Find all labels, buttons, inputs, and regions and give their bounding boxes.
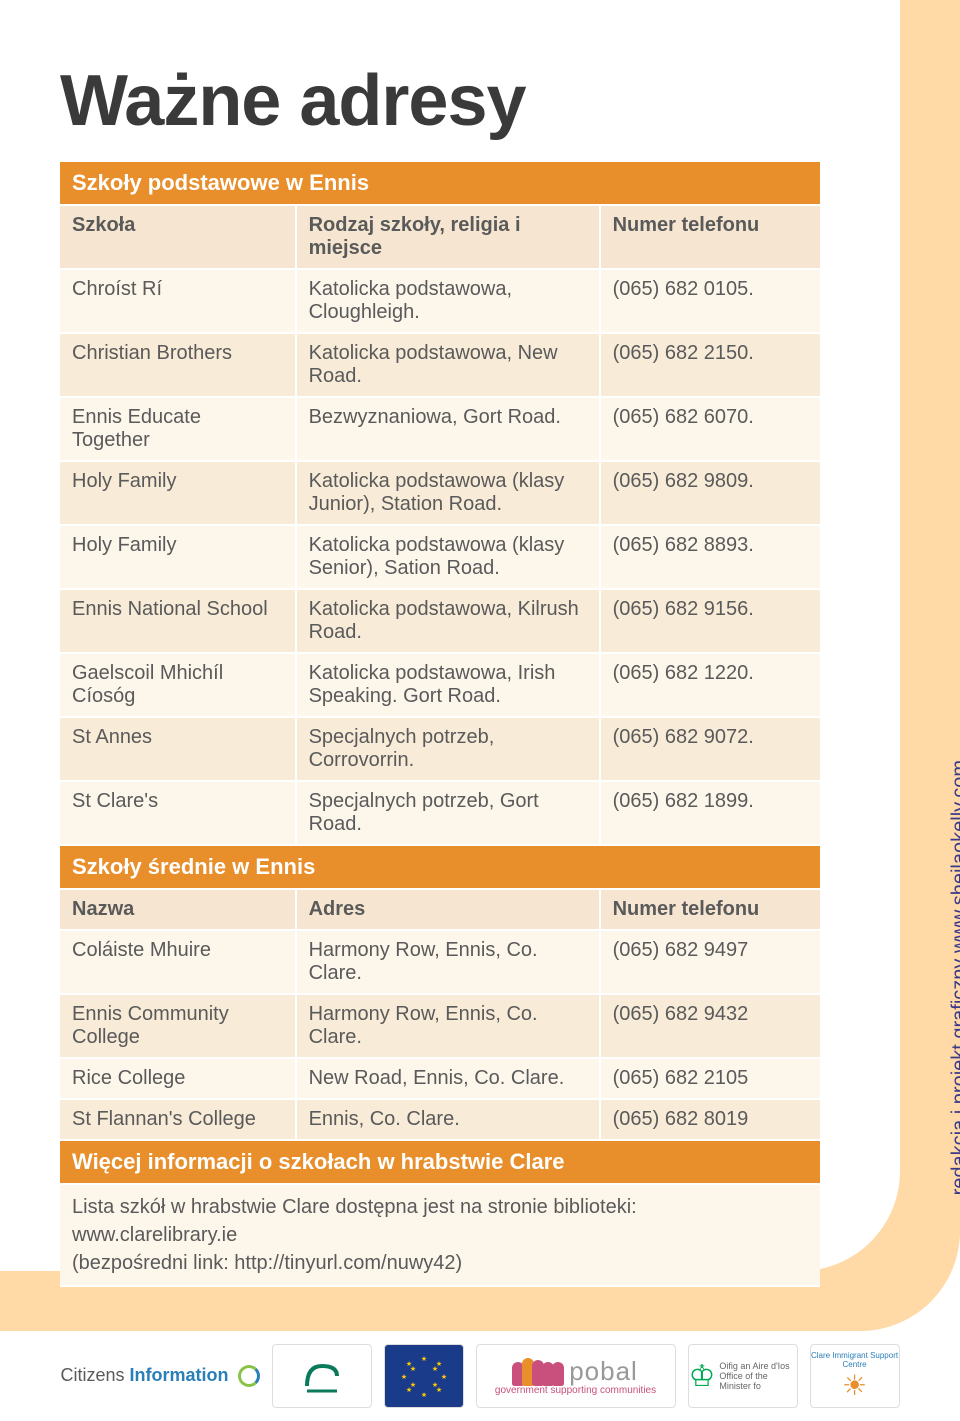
secondary-cell: (065) 682 9497 xyxy=(600,930,820,994)
svg-text:★: ★ xyxy=(440,1373,446,1381)
harp-icon: ♔ xyxy=(689,1359,716,1394)
clare-immigrant-logo: Clare Immigrant Support Centre ☀ xyxy=(810,1344,900,1408)
primary-cell: Specjalnych potrzeb, Corrovorrin. xyxy=(296,717,600,781)
secondary-cell: Ennis, Co. Clare. xyxy=(296,1099,600,1140)
primary-cell: (065) 682 9156. xyxy=(600,589,820,653)
table-row: Gaelscoil Mhichíl CíosógKatolicka podsta… xyxy=(60,653,820,717)
table-row: Ennis National SchoolKatolicka podstawow… xyxy=(60,589,820,653)
harp-line1: Oifig an Aire d'Ios xyxy=(719,1361,789,1371)
svg-text:★: ★ xyxy=(431,1365,437,1373)
primary-cell: (065) 682 1220. xyxy=(600,653,820,717)
primary-col-header-0: Szkoła xyxy=(60,205,296,269)
primary-cell: Holy Family xyxy=(60,525,296,589)
info-section-header: Więcej informacji o szkołach w hrabstwie… xyxy=(60,1140,820,1184)
secondary-cell: Ennis Community College xyxy=(60,994,296,1058)
svg-text:★: ★ xyxy=(431,1381,437,1389)
side-credit-text: redakcja i projekt graficzny www.sheilao… xyxy=(948,760,960,1195)
svg-text:★: ★ xyxy=(400,1373,406,1381)
primary-col-header-1: Rodzaj szkoły, religia i miejsce xyxy=(296,205,600,269)
primary-cell: (065) 682 9809. xyxy=(600,461,820,525)
primary-cell: St Annes xyxy=(60,717,296,781)
secondary-cell: New Road, Ennis, Co. Clare. xyxy=(296,1058,600,1099)
table-row: Rice CollegeNew Road, Ennis, Co. Clare.(… xyxy=(60,1058,820,1099)
secondary-cell: Rice College xyxy=(60,1058,296,1099)
table-row: St Flannan's CollegeEnnis, Co. Clare.(06… xyxy=(60,1099,820,1140)
pobal-text: pobal xyxy=(569,1356,638,1387)
cic-top-text: Clare Immigrant Support Centre xyxy=(811,1351,898,1369)
table-row: Coláiste MhuireHarmony Row, Ennis, Co. C… xyxy=(60,930,820,994)
secondary-col-header-1: Adres xyxy=(296,889,600,930)
page-content: Ważne adresy Szkoły podstawowe w EnnisSz… xyxy=(0,0,880,1287)
info-text: Lista szkół w hrabstwie Clare dostępna j… xyxy=(60,1184,820,1286)
table-row: Christian BrothersKatolicka podstawowa, … xyxy=(60,333,820,397)
primary-cell: Katolicka podstawowa, New Road. xyxy=(296,333,600,397)
svg-text:★: ★ xyxy=(409,1381,415,1389)
table-row: Ennis Community CollegeHarmony Row, Enni… xyxy=(60,994,820,1058)
ci-info-word: Information xyxy=(130,1365,229,1385)
schools-table: Szkoły podstawowe w EnnisSzkołaRodzaj sz… xyxy=(60,162,820,1287)
primary-cell: Katolicka podstawowa, Irish Speaking. Go… xyxy=(296,653,600,717)
primary-cell: Christian Brothers xyxy=(60,333,296,397)
primary-cell: Holy Family xyxy=(60,461,296,525)
ci-prefix: Citizens xyxy=(60,1365,129,1385)
table-row: St Clare'sSpecjalnych potrzeb, Gort Road… xyxy=(60,781,820,845)
secondary-cell: (065) 682 2105 xyxy=(600,1058,820,1099)
pobal-logo: pobal government supporting communities xyxy=(476,1344,676,1408)
cic-sun-icon: ☀ xyxy=(842,1370,867,1401)
primary-cell: Gaelscoil Mhichíl Cíosóg xyxy=(60,653,296,717)
primary-cell: Specjalnych potrzeb, Gort Road. xyxy=(296,781,600,845)
table-row: St AnnesSpecjalnych potrzeb, Corrovorrin… xyxy=(60,717,820,781)
primary-cell: (065) 682 9072. xyxy=(600,717,820,781)
primary-cell: St Clare's xyxy=(60,781,296,845)
table-row: Holy FamilyKatolicka podstawowa (klasy S… xyxy=(60,525,820,589)
pobal-icon xyxy=(513,1358,563,1386)
primary-cell: (065) 682 0105. xyxy=(600,269,820,333)
secondary-cell: (065) 682 8019 xyxy=(600,1099,820,1140)
primary-cell: Ennis Educate Together xyxy=(60,397,296,461)
primary-col-header-2: Numer telefonu xyxy=(600,205,820,269)
primary-cell: Katolicka podstawowa (klasy Senior), Sat… xyxy=(296,525,600,589)
primary-cell: Chroíst Rí xyxy=(60,269,296,333)
table-row: Chroíst RíKatolicka podstawowa, Cloughle… xyxy=(60,269,820,333)
harp-logo: ♔ Oifig an Aire d'Ios Office of the Mini… xyxy=(688,1344,798,1408)
primary-cell: Bezwyznaniowa, Gort Road. xyxy=(296,397,600,461)
primary-cell: Ennis National School xyxy=(60,589,296,653)
secondary-col-header-0: Nazwa xyxy=(60,889,296,930)
secondary-cell: Harmony Row, Ennis, Co. Clare. xyxy=(296,930,600,994)
secondary-cell: St Flannan's College xyxy=(60,1099,296,1140)
footer-logos: Citizens Information ★ ★ ★ ★ ★ ★ ★ ★ ★ ★… xyxy=(0,1331,960,1421)
primary-cell: Katolicka podstawowa, Kilrush Road. xyxy=(296,589,600,653)
secondary-cell: Coláiste Mhuire xyxy=(60,930,296,994)
primary-cell: (065) 682 2150. xyxy=(600,333,820,397)
primary-cell: (065) 682 6070. xyxy=(600,397,820,461)
table-row: Ennis Educate TogetherBezwyznaniowa, Gor… xyxy=(60,397,820,461)
page-title: Ważne adresy xyxy=(60,60,820,142)
primary-cell: Katolicka podstawowa, Cloughleigh. xyxy=(296,269,600,333)
svg-text:★: ★ xyxy=(409,1365,415,1373)
secondary-section-header: Szkoły średnie w Ennis xyxy=(60,845,820,889)
svg-text:★: ★ xyxy=(420,1391,426,1399)
secondary-cell: (065) 682 9432 xyxy=(600,994,820,1058)
primary-cell: (065) 682 8893. xyxy=(600,525,820,589)
primary-cell: (065) 682 1899. xyxy=(600,781,820,845)
ci-circle-icon xyxy=(238,1365,260,1387)
eu-flag-logo: ★ ★ ★ ★ ★ ★ ★ ★ ★ ★ ★ ★ xyxy=(384,1344,464,1408)
primary-cell: Katolicka podstawowa (klasy Junior), Sta… xyxy=(296,461,600,525)
secondary-cell: Harmony Row, Ennis, Co. Clare. xyxy=(296,994,600,1058)
table-row: Holy FamilyKatolicka podstawowa (klasy J… xyxy=(60,461,820,525)
citizens-information-logo: Citizens Information xyxy=(60,1365,259,1387)
harp-line2: Office of the Minister fo xyxy=(719,1371,767,1391)
secondary-col-header-2: Numer telefonu xyxy=(600,889,820,930)
pobal-subtext: government supporting communities xyxy=(495,1385,656,1396)
primary-section-header: Szkoły podstawowe w Ennis xyxy=(60,162,820,205)
svg-text:★: ★ xyxy=(420,1355,426,1363)
hse-logo xyxy=(272,1344,372,1408)
